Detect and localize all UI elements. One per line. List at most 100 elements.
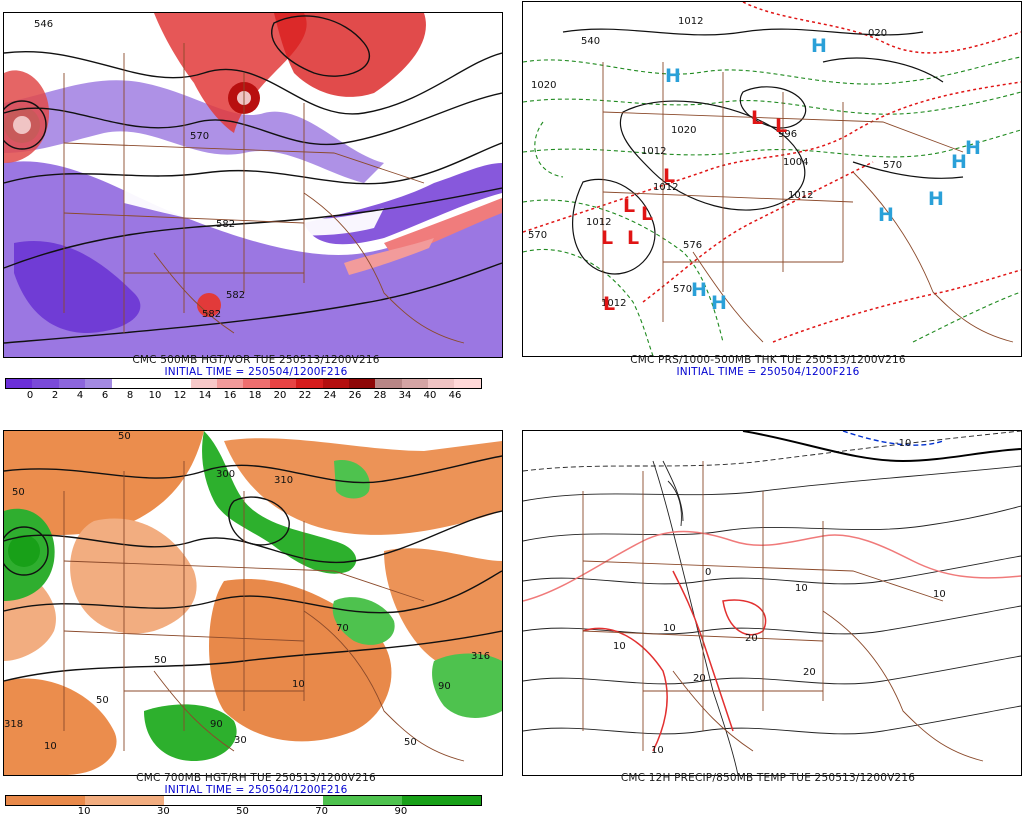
panel-pressure-thickness: 1012 540 020 1020 1020 1012 1004 996 101…: [522, 1, 1022, 357]
low-pressure-center: L: [663, 165, 675, 187]
temperature-label: 10: [651, 745, 664, 756]
temperature-label: 0: [705, 567, 711, 578]
map-500mb-vorticity: 546 570 582 582 582: [4, 13, 502, 357]
legend-tick-label: 26: [348, 390, 362, 401]
legend-swatch: [296, 379, 323, 388]
legend-tick-label: 28: [373, 390, 387, 401]
vorticity-legend-ticks: 0 2 4 6 8 10 12 14 16 18 20 22 24 26 28 34 40 46: [5, 390, 480, 402]
contour-label: 310: [274, 475, 293, 486]
isobar-label: 1012: [653, 182, 678, 193]
legend-swatch: [375, 379, 402, 388]
legend-swatch: [322, 796, 402, 805]
map-700mb-humidity: 50 300 310 50 50 316 318 10 50 10 90 90 …: [4, 431, 502, 775]
legend-swatch: [164, 379, 191, 388]
legend-tick-label: 4: [76, 390, 84, 401]
legend-swatch: [428, 379, 455, 388]
caption-initial-time: INITIAL TIME = 250504/1200F216: [164, 366, 348, 378]
legend-tick-label: 24: [323, 390, 337, 401]
thickness-label: 570: [883, 160, 902, 171]
caption-panel-4: CMC 12H PRECIP/850MB TEMP TUE 250513/120…: [512, 772, 1024, 784]
isobar-label: 020: [868, 28, 887, 39]
humidity-color-legend: [5, 795, 482, 806]
legend-swatch: [111, 379, 138, 388]
contour-label: 50: [154, 655, 167, 666]
contour-label: 30: [234, 735, 247, 746]
high-pressure-center: H: [665, 65, 681, 87]
caption-title: CMC 12H PRECIP/850MB TEMP TUE 250513/120…: [620, 772, 916, 784]
legend-swatch: [401, 796, 481, 805]
contour-label: 70: [336, 623, 349, 634]
legend-swatch: [190, 379, 217, 388]
humidity-legend-ticks: 10 30 50 70 90: [5, 806, 480, 818]
legend-tick-label: 10: [148, 390, 162, 401]
legend-swatch: [137, 379, 165, 388]
contour-label: 50: [96, 695, 109, 706]
contour-label: 582: [216, 219, 235, 230]
legend-tick-label: 50: [236, 806, 249, 817]
thickness-label: 570: [528, 230, 547, 241]
isobar-label: 1012: [678, 16, 703, 27]
high-pressure-center: H: [811, 35, 827, 57]
legend-tick-label: 34: [398, 390, 412, 401]
legend-tick-label: 70: [315, 806, 329, 817]
caption-title: CMC PRS/1000-500MB THK TUE 250513/1200V2…: [630, 354, 906, 366]
legend-swatch: [32, 379, 59, 388]
legend-tick-label: 40: [423, 390, 437, 401]
temperature-label: 10: [663, 623, 676, 634]
legend-swatch: [85, 379, 112, 388]
contour-label: 50: [12, 487, 25, 498]
legend-swatch: [454, 379, 481, 388]
legend-tick-label: 22: [298, 390, 312, 401]
legend-tick-label: 0: [26, 390, 34, 401]
legend-tick-label: 90: [394, 806, 408, 817]
legend-tick-label: 46: [448, 390, 462, 401]
map-precip-temperature: -10 0 10 10 10 20 20 20 10 10: [523, 431, 1021, 775]
high-pressure-center: H: [951, 151, 967, 173]
legend-swatch: [322, 379, 349, 388]
legend-tick-label: 30: [156, 806, 170, 817]
low-pressure-center: L: [775, 115, 787, 137]
isobar-label: 1020: [531, 80, 556, 91]
legend-swatch: [217, 379, 244, 388]
temperature-label: 10: [795, 583, 808, 594]
low-pressure-center: L: [603, 293, 615, 315]
low-pressure-center: L: [601, 227, 613, 249]
caption-initial-time: INITIAL TIME = 250504/1200F216: [164, 784, 348, 796]
contour-label: 582: [226, 290, 245, 301]
legend-swatch: [243, 379, 270, 388]
temperature-label: -10: [895, 438, 911, 449]
contour-label: 300: [216, 469, 235, 480]
high-pressure-center: H: [691, 279, 707, 301]
temperature-label: 20: [803, 667, 816, 678]
panel-500mb-hgt-vor: 546 570 582 582 582: [3, 12, 503, 358]
thickness-label: 570: [673, 284, 692, 295]
legend-swatch: [6, 796, 86, 805]
legend-swatch: [58, 379, 86, 388]
isobar-label: 1004: [783, 157, 808, 168]
legend-swatch: [401, 379, 428, 388]
legend-tick-label: 16: [223, 390, 237, 401]
isobar-label: 1020: [671, 125, 696, 136]
contour-label: 90: [438, 681, 451, 692]
legend-tick-label: 20: [273, 390, 287, 401]
legend-swatch: [6, 379, 33, 388]
caption-title: CMC 700MB HGT/RH TUE 250513/1200V216: [136, 772, 376, 784]
temperature-label: 10: [613, 641, 626, 652]
temperature-label: 10: [933, 589, 946, 600]
legend-tick-label: 2: [51, 390, 59, 401]
high-pressure-center: H: [965, 137, 981, 159]
legend-swatch: [348, 379, 376, 388]
contour-label: 318: [4, 719, 23, 730]
low-pressure-center: L: [751, 107, 763, 129]
contour-label: 50: [404, 737, 417, 748]
legend-tick-label: 6: [101, 390, 109, 401]
legend-swatch: [243, 796, 323, 805]
temperature-label: 20: [745, 633, 758, 644]
panel-precip-850mb-temp: -10 0 10 10 10 20 20 20 10 10: [522, 430, 1022, 776]
contour-label: 10: [44, 741, 57, 752]
legend-tick-label: 14: [198, 390, 212, 401]
contour-label: 90: [210, 719, 223, 730]
low-pressure-center: L: [623, 195, 635, 217]
contour-label: 546: [34, 19, 53, 30]
contour-label: 50: [118, 431, 131, 442]
